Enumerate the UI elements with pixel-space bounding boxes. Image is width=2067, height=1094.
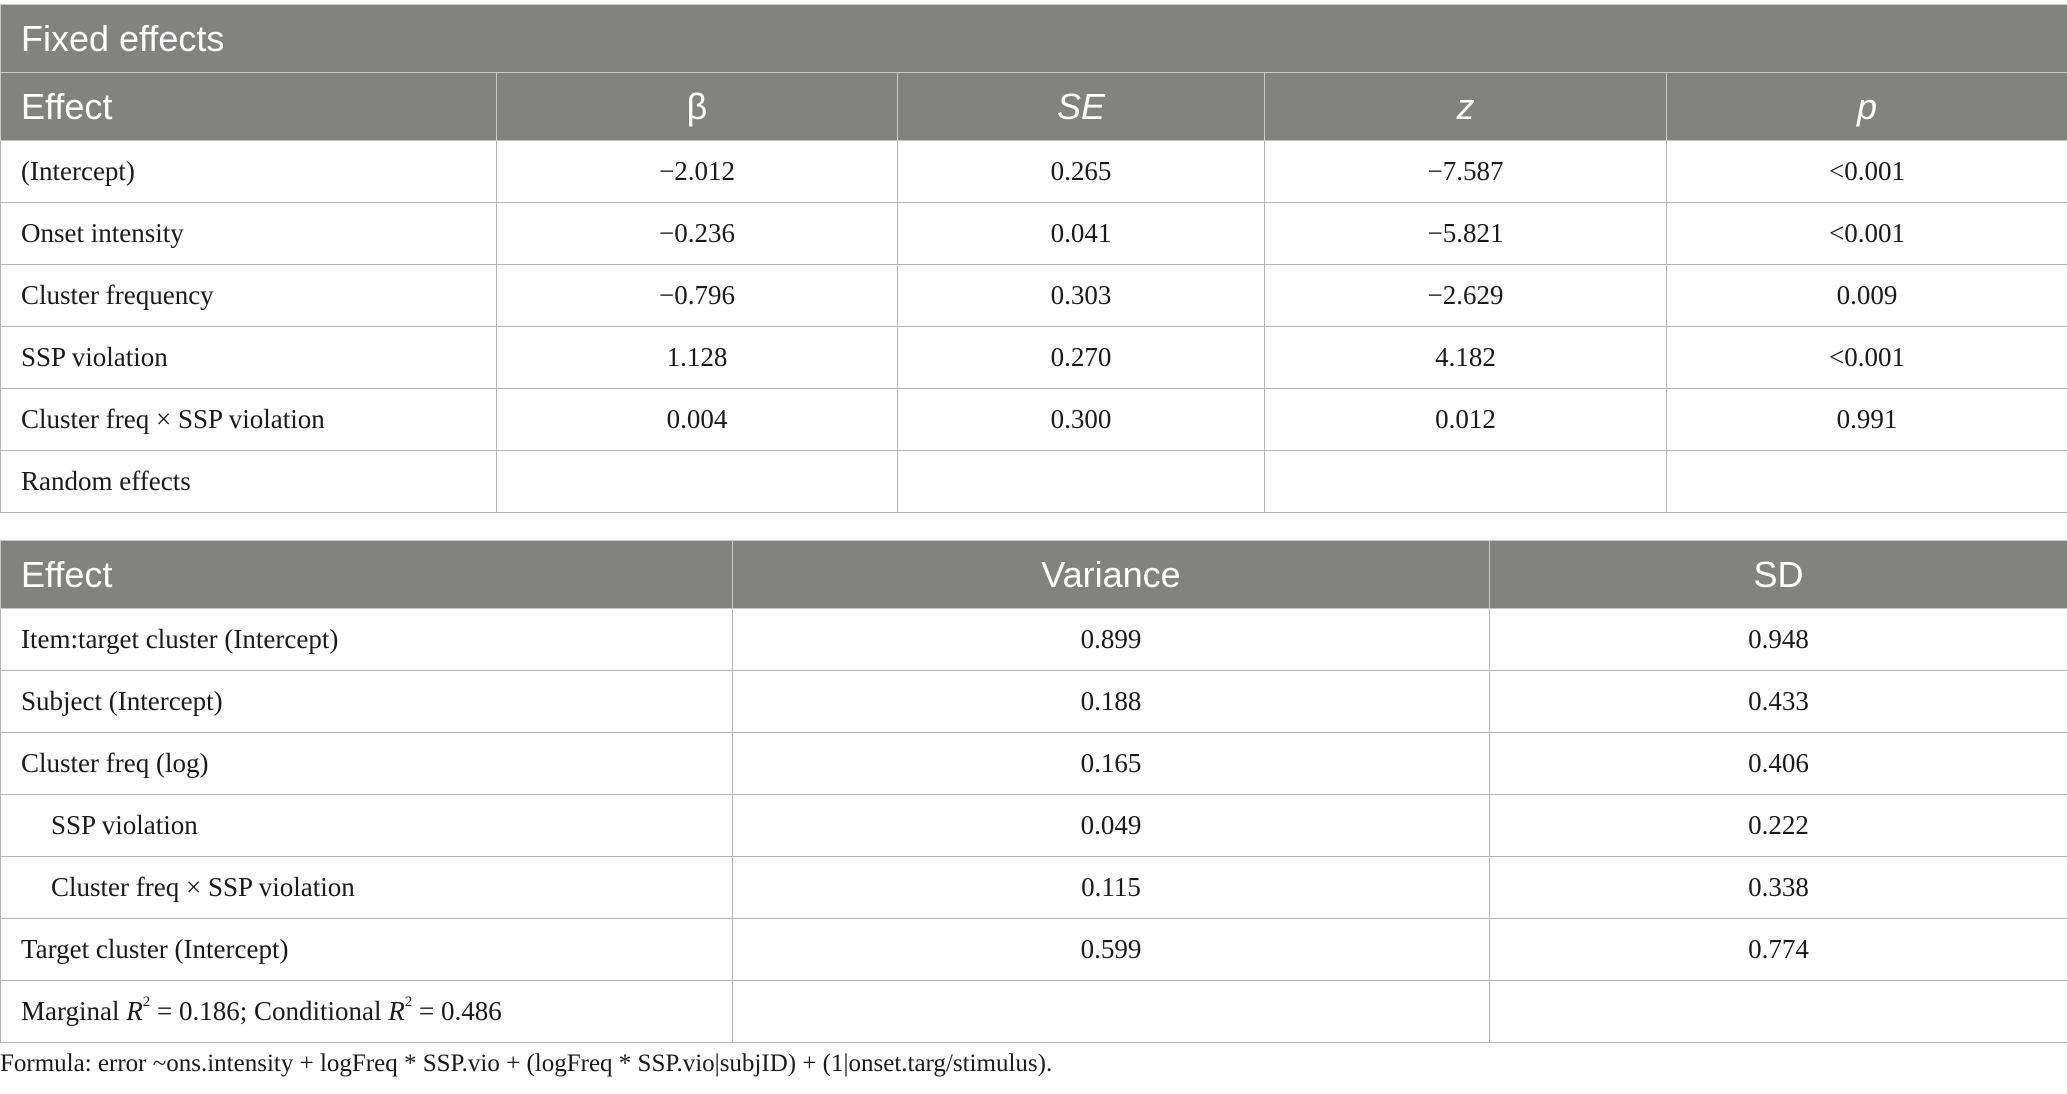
z-cell: 0.012 — [1264, 388, 1667, 451]
p-cell: <0.001 — [1665, 326, 2067, 389]
beta-cell: −0.236 — [496, 202, 898, 265]
effect-cell: Random effects — [0, 450, 497, 513]
beta-cell: 1.128 — [496, 326, 898, 389]
header-effect: Effect — [0, 72, 497, 141]
table-row: Item:target cluster (Intercept) 0.899 0.… — [0, 608, 2067, 671]
p-cell: <0.001 — [1665, 202, 2067, 265]
z-cell: −7.587 — [1264, 140, 1667, 203]
fixed-effects-title: Fixed effects — [0, 4, 2067, 73]
effect-cell: (Intercept) — [0, 140, 497, 203]
p-cell: <0.001 — [1665, 140, 2067, 203]
r-squared-cell: Marginal R2 = 0.186; Conditional R2 = 0.… — [0, 980, 733, 1043]
beta-cell: −2.012 — [496, 140, 898, 203]
se-cell — [897, 450, 1265, 513]
table-row: SSP violation 1.128 0.270 4.182 <0.001 — [0, 326, 2067, 389]
sd-cell: 0.433 — [1489, 670, 2067, 733]
marginal-label: Marginal — [21, 996, 120, 1026]
effect-cell: SSP violation — [0, 794, 733, 857]
variance-cell: 0.188 — [732, 670, 1490, 733]
formula-footnote: Formula: error ~ons.intensity + logFreq … — [0, 1050, 1053, 1077]
r-exponent-conditional: 2 — [404, 994, 413, 1010]
table-row: SSP violation 0.049 0.222 — [0, 794, 2067, 857]
beta-cell: 0.004 — [496, 388, 898, 451]
effect-cell: Item:target cluster (Intercept) — [0, 608, 733, 671]
conditional-value: = 0.486 — [412, 996, 502, 1026]
table-row: Onset intensity −0.236 0.041 −5.821 <0.0… — [0, 202, 2067, 265]
effect-cell: Cluster freq × SSP violation — [0, 388, 497, 451]
se-cell: 0.041 — [897, 202, 1265, 265]
table-row: Subject (Intercept) 0.188 0.433 — [0, 670, 2067, 733]
p-cell: 0.009 — [1665, 264, 2067, 327]
header-z: z — [1264, 72, 1667, 141]
header-effect: Effect — [0, 540, 733, 609]
fixed-effects-title-row: Fixed effects — [0, 4, 2067, 73]
variance-cell: 0.115 — [732, 856, 1490, 919]
header-variance: Variance — [732, 540, 1490, 609]
se-cell: 0.300 — [897, 388, 1265, 451]
table-row: (Intercept) −2.012 0.265 −7.587 <0.001 — [0, 140, 2067, 203]
header-p: p — [1665, 72, 2067, 141]
effect-cell: Cluster frequency — [0, 264, 497, 327]
variance-cell: 0.049 — [732, 794, 1490, 857]
r-symbol-conditional: R — [388, 996, 405, 1026]
table-row: Cluster freq × SSP violation 0.004 0.300… — [0, 388, 2067, 451]
z-cell: −5.821 — [1264, 202, 1667, 265]
beta-cell — [496, 450, 898, 513]
r-exponent-marginal: 2 — [142, 994, 151, 1010]
p-cell — [1665, 450, 2067, 513]
effect-cell: Target cluster (Intercept) — [0, 918, 733, 981]
empty-cell — [1489, 980, 2067, 1043]
effect-cell: Onset intensity — [0, 202, 497, 265]
sd-cell: 0.222 — [1489, 794, 2067, 857]
sd-cell: 0.338 — [1489, 856, 2067, 919]
p-cell: 0.991 — [1665, 388, 2067, 451]
r-squared-row: Marginal R2 = 0.186; Conditional R2 = 0.… — [0, 980, 2067, 1043]
variance-cell: 0.599 — [732, 918, 1490, 981]
se-cell: 0.303 — [897, 264, 1265, 327]
z-cell: −2.629 — [1264, 264, 1667, 327]
marginal-value: = 0.186; Conditional — [150, 996, 389, 1026]
header-beta: β — [496, 72, 898, 141]
effect-cell: Subject (Intercept) — [0, 670, 733, 733]
empty-cell — [732, 980, 1490, 1043]
table-row: Cluster frequency −0.796 0.303 −2.629 0.… — [0, 264, 2067, 327]
table-row: Cluster freq × SSP violation 0.115 0.338 — [0, 856, 2067, 919]
random-effects-table: Effect Variance SD Item:target cluster (… — [0, 540, 2067, 1043]
se-cell: 0.265 — [897, 140, 1265, 203]
random-effects-header-row: Effect Variance SD — [0, 540, 2067, 609]
table-row: Cluster freq (log) 0.165 0.406 — [0, 732, 2067, 795]
r-symbol-marginal: R — [126, 996, 143, 1026]
fixed-effects-table: Fixed effects Effect β SE z p (Intercept… — [0, 4, 2067, 513]
sd-cell: 0.406 — [1489, 732, 2067, 795]
z-cell — [1264, 450, 1667, 513]
effect-cell: Cluster freq (log) — [0, 732, 733, 795]
header-se: SE — [897, 72, 1265, 141]
table-row: Random effects — [0, 450, 2067, 513]
sd-cell: 0.948 — [1489, 608, 2067, 671]
variance-cell: 0.899 — [732, 608, 1490, 671]
fixed-effects-header-row: Effect β SE z p — [0, 72, 2067, 141]
effect-cell: Cluster freq × SSP violation — [0, 856, 733, 919]
table-row: Target cluster (Intercept) 0.599 0.774 — [0, 918, 2067, 981]
header-sd: SD — [1489, 540, 2067, 609]
se-cell: 0.270 — [897, 326, 1265, 389]
z-cell: 4.182 — [1264, 326, 1667, 389]
sd-cell: 0.774 — [1489, 918, 2067, 981]
variance-cell: 0.165 — [732, 732, 1490, 795]
beta-cell: −0.796 — [496, 264, 898, 327]
effect-cell: SSP violation — [0, 326, 497, 389]
